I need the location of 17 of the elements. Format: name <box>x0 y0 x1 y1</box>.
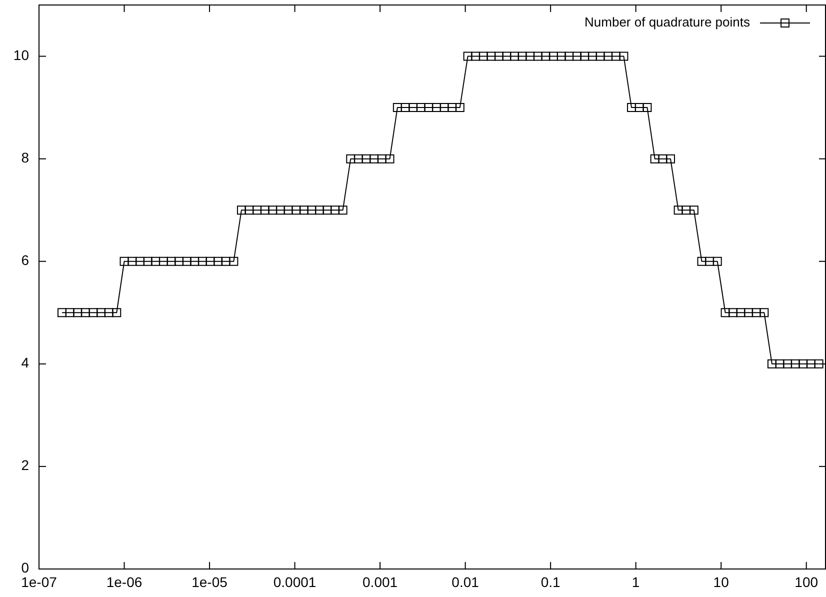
x-tick-label: 0.0001 <box>273 574 316 590</box>
x-tick-label: 100 <box>794 574 818 590</box>
y-tick-label: 6 <box>21 252 30 268</box>
y-tick-label: 4 <box>21 354 30 371</box>
x-tick-label: 0.1 <box>540 574 561 590</box>
x-tick-label: 0.001 <box>362 574 398 590</box>
y-tick-label: 2 <box>21 457 30 474</box>
x-tick-label: 1 <box>632 574 640 590</box>
x-tick-label: 0.01 <box>452 574 480 590</box>
y-tick-label: 10 <box>13 46 30 63</box>
x-tick-label: 1e-05 <box>192 574 228 590</box>
y-tick-label: 8 <box>21 150 30 166</box>
y-tick-label: 0 <box>21 560 30 576</box>
x-tick-label: 1e-07 <box>21 574 58 590</box>
x-tick-label: 1e-06 <box>106 574 142 590</box>
legend-label: Number of quadrature points <box>584 14 750 30</box>
x-tick-label: 10 <box>713 574 730 590</box>
